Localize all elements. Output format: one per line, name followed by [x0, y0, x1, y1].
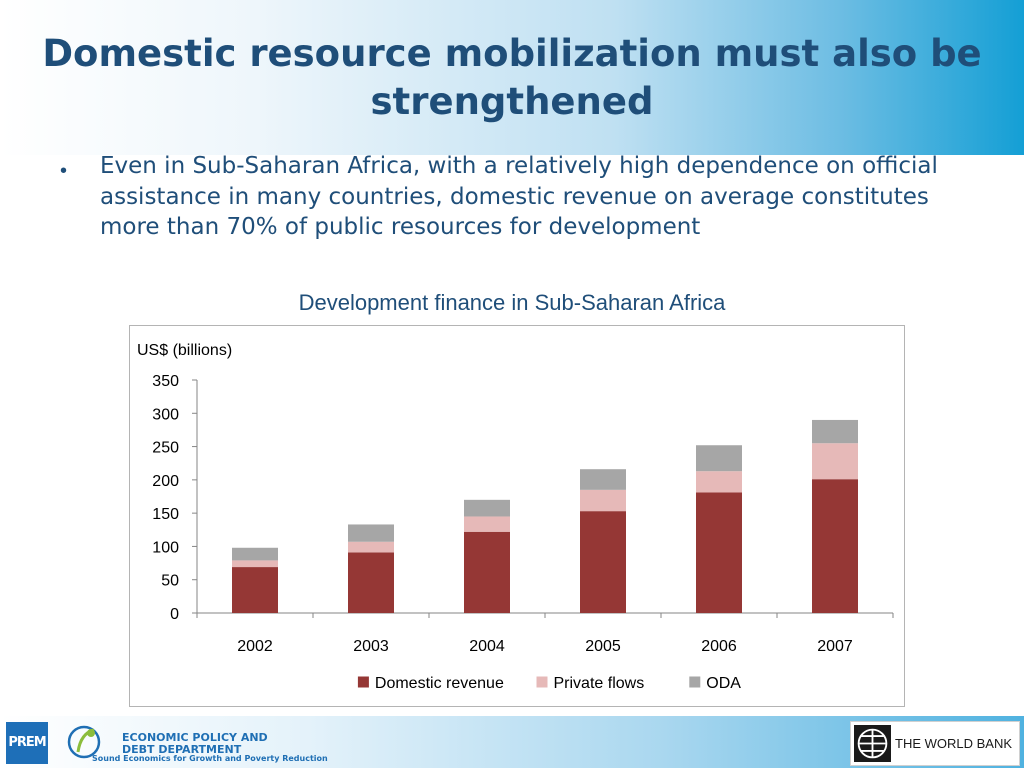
- world-bank-logo: THE WORLD BANK: [850, 721, 1020, 766]
- bar-private-flows: [580, 489, 626, 512]
- y-tick-label: 250: [152, 440, 179, 457]
- world-bank-label: THE WORLD BANK: [895, 736, 1013, 751]
- bar-oda: [232, 547, 278, 561]
- stacked-bar-chart: US$ (billions) 0 50 100 150 200 250 300 350 2002 2…: [137, 342, 894, 692]
- x-tick-label: 2002: [237, 638, 273, 655]
- legend-swatch-oda: [689, 676, 701, 688]
- y-tick-label: 0: [170, 606, 179, 623]
- x-tick-label: 2006: [701, 638, 737, 655]
- epd-logo-icon: [67, 725, 101, 759]
- bar-domestic-revenue: [348, 552, 394, 613]
- y-tick-label: 300: [152, 406, 179, 423]
- x-tick-label: 2007: [817, 638, 853, 655]
- bar-oda: [464, 499, 510, 517]
- x-tick-label: 2003: [353, 638, 389, 655]
- epd-tagline: Sound Economics for Growth and Poverty R…: [92, 754, 328, 763]
- x-tick-label: 2004: [469, 638, 505, 655]
- bullet-marker: •: [60, 160, 68, 182]
- prem-logo: PREM: [6, 722, 48, 764]
- legend-label-domestic-revenue: Domestic revenue: [375, 675, 504, 692]
- legend-swatch-domestic-revenue: [357, 676, 369, 688]
- bar-domestic-revenue: [232, 567, 278, 613]
- y-tick-label: 50: [161, 573, 179, 590]
- y-tick-label: 350: [152, 373, 179, 390]
- bar-oda: [348, 524, 394, 542]
- bar-oda: [812, 419, 858, 444]
- bar-domestic-revenue: [580, 511, 626, 613]
- epd-name: ECONOMIC POLICY AND DEBT DEPARTMENT: [122, 732, 268, 756]
- chart-caption: Development finance in Sub-Saharan Afric…: [298, 290, 726, 315]
- bar-private-flows: [696, 471, 742, 493]
- bar-domestic-revenue: [696, 492, 742, 613]
- bar-oda: [696, 445, 742, 472]
- bar-domestic-revenue: [464, 531, 510, 613]
- bar-private-flows: [464, 516, 510, 532]
- bar-oda: [580, 469, 626, 490]
- chart-panel: US$ (billions) 0 50 100 150 200 250 300 350 2002 2…: [129, 325, 905, 707]
- bar-private-flows: [232, 560, 278, 568]
- world-bank-globe-icon: [854, 725, 891, 762]
- bar-private-flows: [812, 443, 858, 480]
- legend-label-private-flows: Private flows: [554, 675, 645, 692]
- legend-label-oda: ODA: [706, 675, 741, 692]
- slide-title: Domestic resource mobilization must also…: [42, 32, 982, 123]
- y-tick-label: 150: [152, 506, 179, 523]
- y-tick-label: 200: [152, 473, 179, 490]
- y-tick-label: 100: [152, 539, 179, 556]
- epd-name-line2: DEBT DEPARTMENT: [122, 743, 242, 756]
- legend-swatch-private-flows: [536, 676, 548, 688]
- epd-name-line1: ECONOMIC POLICY AND: [122, 731, 268, 744]
- x-tick-label: 2005: [585, 638, 621, 655]
- title-banner: [0, 0, 1024, 155]
- y-axis-title: US$ (billions): [137, 342, 232, 359]
- bar-private-flows: [348, 541, 394, 553]
- bar-domestic-revenue: [812, 479, 858, 613]
- bullet-text: Even in Sub-Saharan Africa, with a relat…: [100, 153, 938, 240]
